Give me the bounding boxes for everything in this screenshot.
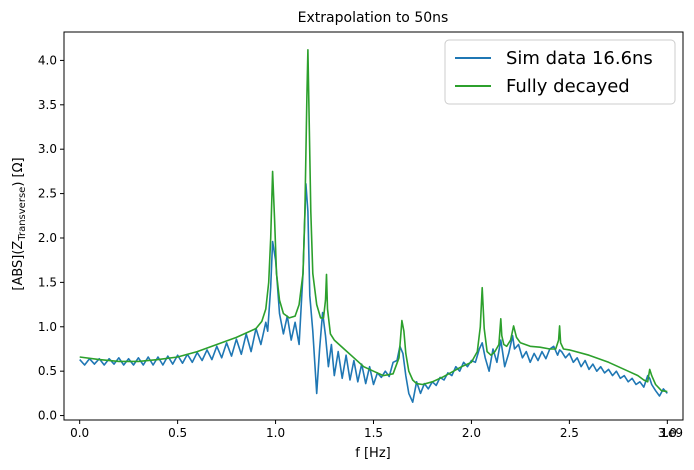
y-tick-label: 1.5 (38, 275, 57, 289)
legend-label: Fully decayed (506, 76, 630, 97)
x-tick-label: 0.0 (70, 426, 89, 440)
x-axis: 0.0 0.5 1.0 1.5 2.0 2.5 3.0 (70, 420, 677, 440)
x-tick-label: 0.5 (168, 426, 187, 440)
x-tick-label: 1.0 (266, 426, 285, 440)
y-tick-label: 4.0 (38, 53, 57, 67)
y-tick-label: 1.0 (38, 320, 57, 334)
y-axis-label-main: [ABS](Z (11, 241, 26, 291)
x-tick-label: 2.0 (462, 426, 481, 440)
x-tick-label: 2.5 (560, 426, 579, 440)
y-tick-label: 2.5 (38, 187, 57, 201)
y-tick-label: 0.5 (38, 364, 57, 378)
y-axis-label-subscript: Transverse (17, 187, 28, 242)
y-axis-label-tail: ) [Ω] (11, 157, 26, 186)
plot-area: 0.0 0.5 1.0 1.5 2.0 2.5 3.0 0.0 0.5 1.0 1.5 2.0 2.5… (38, 31, 684, 440)
chart-title: Extrapolation to 50ns (298, 10, 449, 26)
y-tick-label: 0.0 (38, 409, 57, 423)
x-tick-label: 1.5 (364, 426, 383, 440)
y-tick-label: 2.0 (38, 231, 57, 245)
x-axis-label: f [Hz] (355, 446, 390, 461)
x-axis-offset-label: 1e9 (660, 426, 683, 440)
series-layer (79, 48, 668, 404)
y-tick-label: 3.5 (38, 98, 57, 112)
y-axis: 0.0 0.5 1.0 1.5 2.0 2.5 3.0 3.5 4.0 (38, 53, 64, 423)
series-line-1 (79, 48, 668, 393)
legend: Sim data 16.6ns Fully decayed (444, 39, 676, 105)
series-line-0 (79, 183, 668, 404)
x-tick-label: 3.0 (658, 426, 677, 440)
legend-label: Sim data 16.6ns (506, 48, 653, 69)
y-tick-label: 3.0 (38, 142, 57, 156)
y-axis-label: [ABS](ZTransverse) [Ω] (11, 157, 28, 290)
legend-box (444, 39, 676, 105)
